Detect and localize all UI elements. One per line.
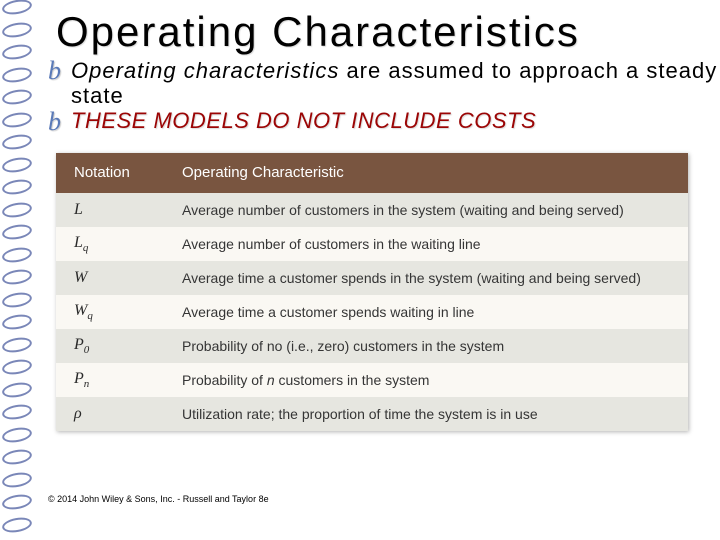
cell-description: Probability of n customers in the system	[178, 372, 688, 388]
cell-notation: Wq	[56, 302, 178, 322]
table-row: P0Probability of no (i.e., zero) custome…	[56, 329, 688, 363]
cell-description: Average number of customers in the syste…	[178, 202, 688, 218]
table-body: LAverage number of customers in the syst…	[56, 193, 688, 431]
bullet-1-text: Operating characteristics are assumed to…	[71, 58, 720, 109]
spiral-binding	[0, 0, 40, 540]
cell-notation: W	[56, 269, 178, 287]
bullet-icon: b	[48, 107, 61, 137]
cell-description: Utilization rate; the proportion of time…	[178, 406, 688, 422]
table-row: WqAverage time a customer spends waiting…	[56, 295, 688, 329]
cell-notation: L	[56, 201, 178, 219]
header-notation: Notation	[56, 164, 178, 181]
characteristics-table: Notation Operating Characteristic LAvera…	[56, 153, 688, 431]
table-row: WAverage time a customer spends in the s…	[56, 261, 688, 295]
header-characteristic: Operating Characteristic	[178, 164, 688, 181]
cell-description: Average number of customers in the waiti…	[178, 236, 688, 252]
cell-notation: ρ	[56, 405, 178, 423]
bullet-item-1: b Operating characteristics are assumed …	[48, 58, 720, 109]
table-row: LAverage number of customers in the syst…	[56, 193, 688, 227]
table-row: LqAverage number of customers in the wai…	[56, 227, 688, 261]
page-title: Operating Characteristics	[56, 8, 720, 56]
copyright-footer: © 2014 John Wiley & Sons, Inc. - Russell…	[48, 494, 269, 504]
bullet-icon: b	[48, 56, 61, 86]
cell-description: Probability of no (i.e., zero) customers…	[178, 338, 688, 354]
cell-notation: Lq	[56, 234, 178, 254]
bullet-2-text: THESE MODELS DO NOT INCLUDE COSTS	[71, 109, 536, 133]
cell-description: Average time a customer spends in the sy…	[178, 270, 688, 286]
table-row: PnProbability of n customers in the syst…	[56, 363, 688, 397]
table-header: Notation Operating Characteristic	[56, 153, 688, 193]
table-row: ρUtilization rate; the proportion of tim…	[56, 397, 688, 431]
cell-notation: P0	[56, 336, 178, 356]
cell-notation: Pn	[56, 370, 178, 390]
bullet-item-2: b THESE MODELS DO NOT INCLUDE COSTS	[48, 109, 720, 137]
cell-description: Average time a customer spends waiting i…	[178, 304, 688, 320]
bullet-1-emphasis: Operating characteristics	[71, 58, 339, 83]
slide-content: Operating Characteristics b Operating ch…	[48, 0, 720, 431]
